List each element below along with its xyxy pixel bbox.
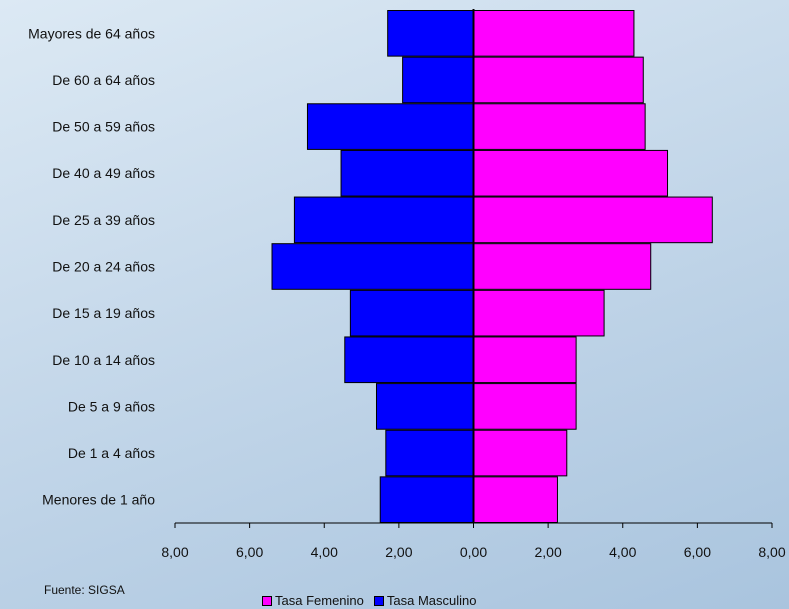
bar-masculino	[344, 336, 474, 384]
category-label: De 40 a 49 años	[52, 165, 155, 181]
bar-femenino	[473, 476, 558, 524]
bar-femenino	[473, 289, 605, 337]
bar-masculino	[387, 10, 474, 57]
legend-label-female: Tasa Femenino	[275, 593, 364, 608]
category-labels: Mayores de 64 años De 60 a 64 años De 50 a…	[28, 25, 155, 507]
legend-label-male: Tasa Masculino	[386, 593, 477, 608]
legend-item-female: Tasa Femenino	[262, 593, 364, 608]
bar-femenino	[473, 383, 577, 430]
bar-masculino	[293, 196, 474, 244]
category-label: De 15 a 19 años	[52, 305, 155, 321]
bar-femenino	[473, 429, 568, 477]
legend: Tasa Femenino Tasa Masculino	[262, 593, 477, 608]
category-label: De 50 a 59 años	[52, 119, 155, 135]
bar-masculino	[340, 149, 474, 197]
x-tick-label: 4,00	[311, 544, 338, 560]
x-tick-label: 8,00	[161, 544, 188, 560]
bar-masculino	[306, 103, 474, 150]
x-tick-label: 6,00	[684, 544, 711, 560]
bar-masculino	[375, 383, 474, 430]
category-label: De 5 a 9 años	[68, 398, 155, 414]
x-tick-label: 2,00	[535, 544, 562, 560]
bar-masculino	[349, 289, 474, 337]
bar-femenino	[473, 196, 713, 244]
x-axis: 8,00 6,00 4,00 2,00 0,00 2,00 4,00 6,00 8,00	[161, 9, 786, 560]
bar-femenino	[473, 336, 577, 384]
x-tick-label: 0,00	[460, 544, 487, 560]
category-label: Mayores de 64 años	[28, 25, 155, 41]
bar-femenino	[473, 103, 646, 150]
bar-femenino	[473, 56, 644, 104]
x-tick-label: 4,00	[609, 544, 636, 560]
x-tick-label: 2,00	[385, 544, 412, 560]
category-label: De 25 a 39 años	[52, 212, 155, 228]
category-label: Menores de 1 año	[42, 492, 155, 508]
legend-item-male: Tasa Masculino	[373, 593, 477, 608]
x-tick-label: 8,00	[758, 544, 785, 560]
category-label: De 20 a 24 años	[52, 259, 155, 275]
legend-swatch-male	[373, 595, 384, 606]
bar-masculino	[385, 429, 474, 477]
bars-group	[271, 10, 713, 524]
category-label: De 10 a 14 años	[52, 352, 155, 368]
category-label: De 60 a 64 años	[52, 72, 155, 88]
source-note: Fuente: SIGSA	[44, 583, 125, 597]
bar-masculino	[379, 476, 474, 524]
category-label: De 1 a 4 años	[68, 445, 155, 461]
legend-swatch-female	[262, 595, 272, 606]
bar-femenino	[473, 10, 635, 57]
bar-masculino	[271, 243, 475, 290]
x-tick-label: 6,00	[236, 544, 263, 560]
bar-femenino	[473, 243, 652, 290]
bar-femenino	[473, 149, 669, 197]
bar-masculino	[402, 56, 475, 104]
